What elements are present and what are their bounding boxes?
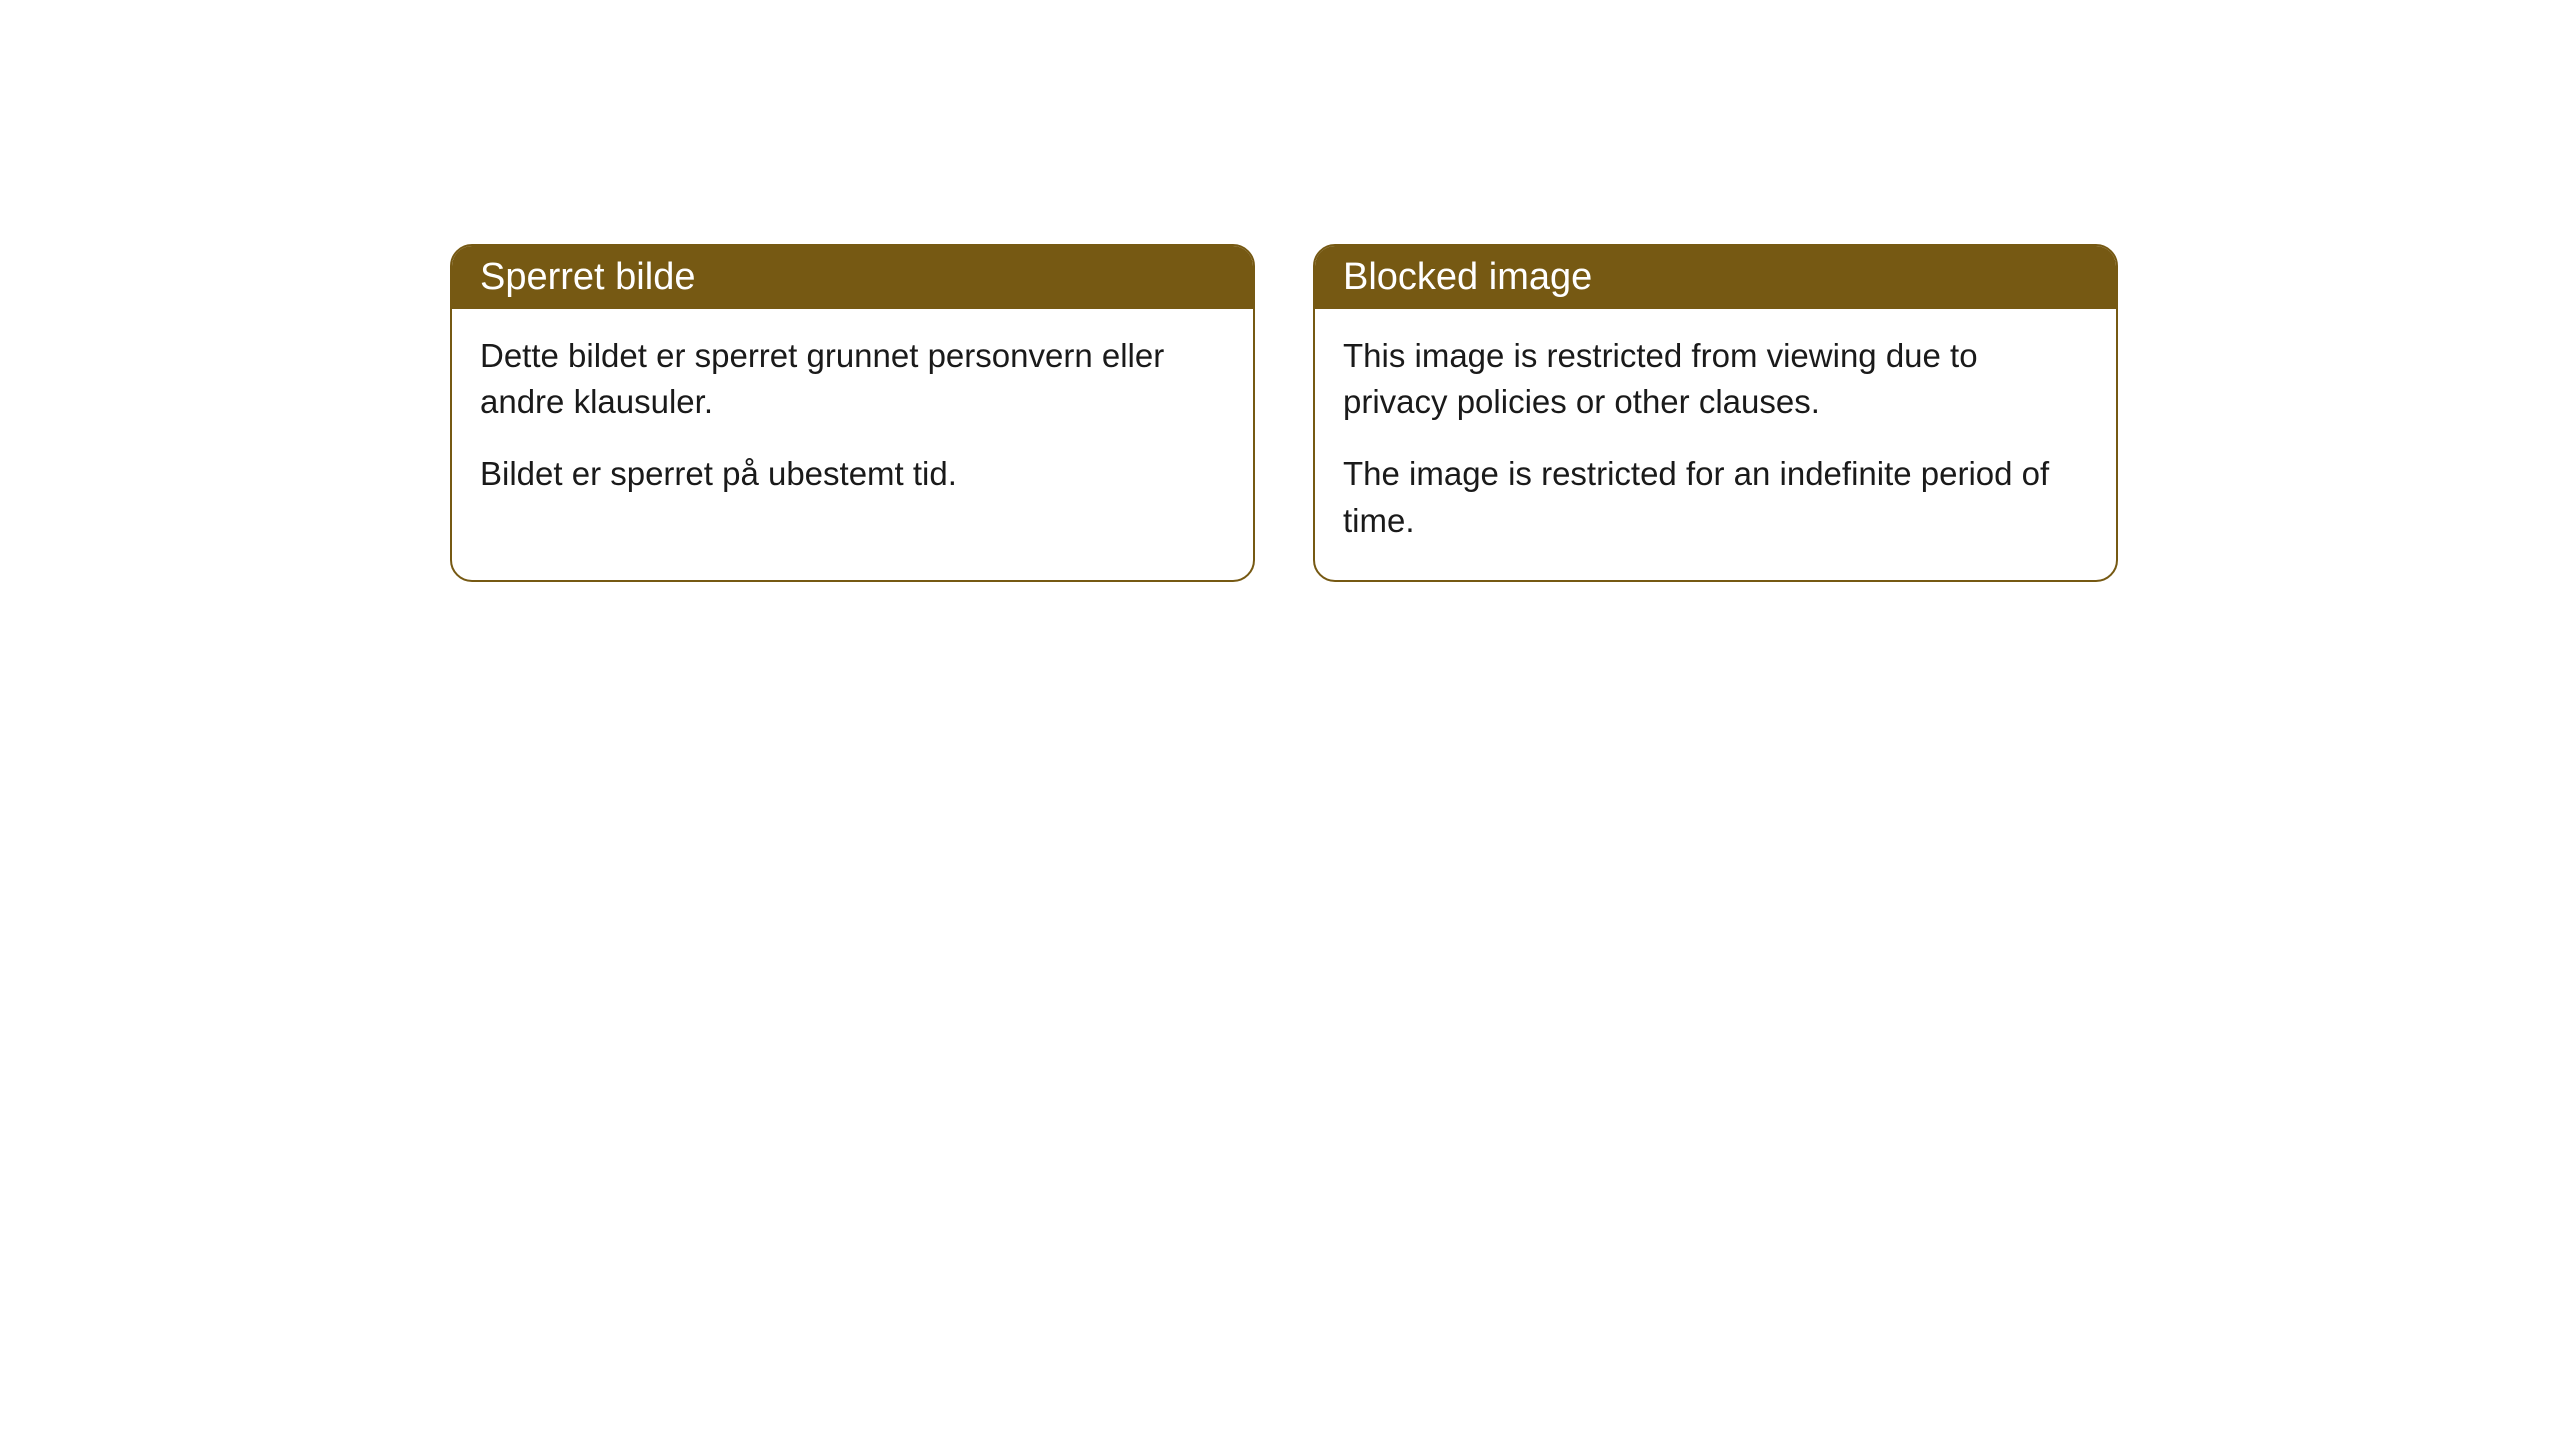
card-header: Blocked image (1315, 246, 2116, 309)
card-body: This image is restricted from viewing du… (1315, 309, 2116, 580)
card-header: Sperret bilde (452, 246, 1253, 309)
notice-card-english: Blocked image This image is restricted f… (1313, 244, 2118, 582)
card-paragraph: Dette bildet er sperret grunnet personve… (480, 333, 1225, 425)
card-paragraph: This image is restricted from viewing du… (1343, 333, 2088, 425)
notice-cards-container: Sperret bilde Dette bildet er sperret gr… (450, 244, 2118, 582)
card-paragraph: Bildet er sperret på ubestemt tid. (480, 451, 1225, 497)
notice-card-norwegian: Sperret bilde Dette bildet er sperret gr… (450, 244, 1255, 582)
card-title: Sperret bilde (480, 256, 695, 298)
card-body: Dette bildet er sperret grunnet personve… (452, 309, 1253, 534)
card-paragraph: The image is restricted for an indefinit… (1343, 451, 2088, 543)
card-title: Blocked image (1343, 256, 1592, 298)
